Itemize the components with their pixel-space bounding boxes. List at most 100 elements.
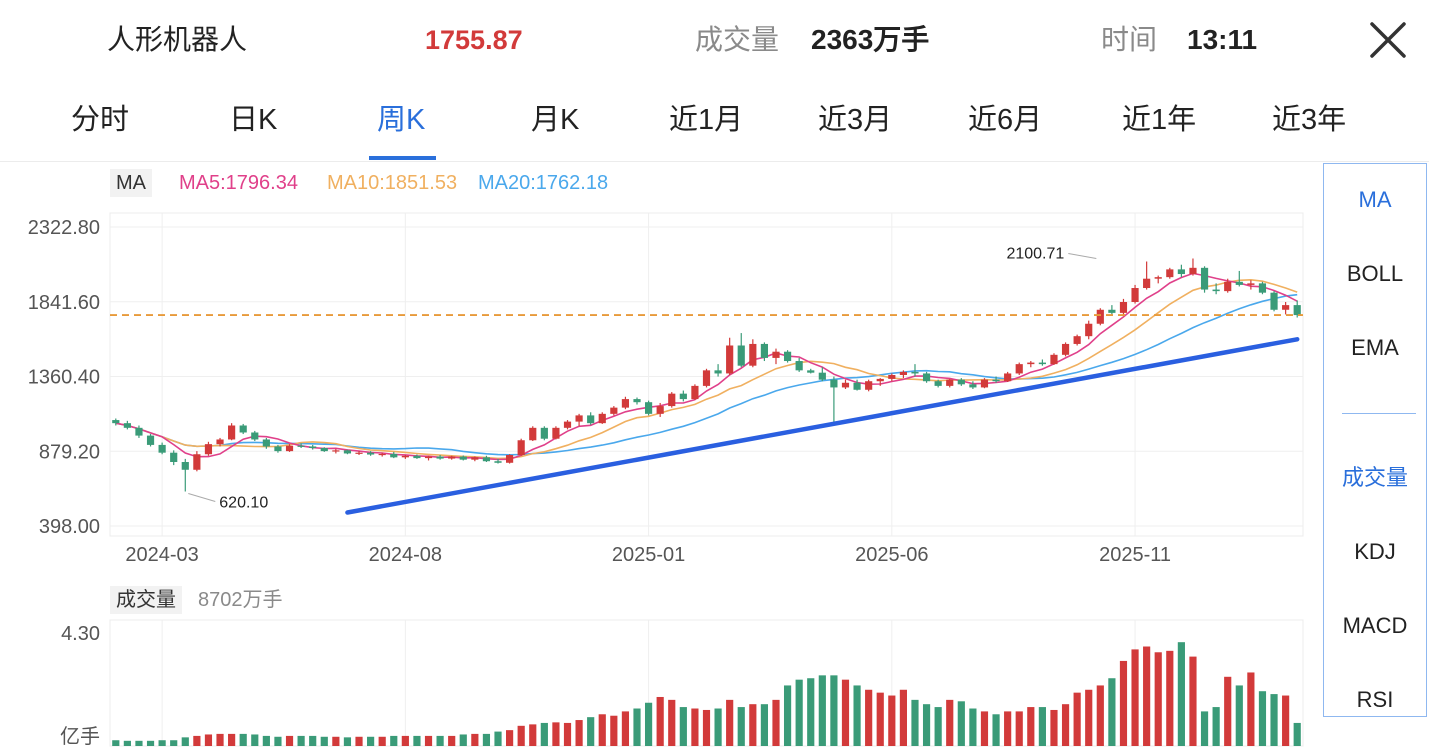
candle-body (1282, 305, 1290, 310)
volume-bar (1143, 646, 1151, 746)
indicator-boll[interactable]: BOLL (1346, 261, 1404, 286)
candle-body (969, 384, 977, 388)
time-value: 13:11 (1187, 24, 1258, 55)
indicator-volume[interactable]: 成交量 (1341, 465, 1408, 490)
tab-3-months[interactable]: 近3月 (818, 104, 893, 136)
candle-body (424, 456, 433, 459)
indicator-panel: MA BOLL EMA 成交量 KDJ MACD RSI (1323, 163, 1427, 717)
candle-body (1293, 305, 1301, 316)
indicator-ema[interactable]: EMA (1351, 335, 1399, 360)
tab-6-months[interactable]: 近6月 (968, 104, 1043, 136)
annotation-leader (188, 493, 216, 502)
candle-body (552, 427, 560, 439)
candle-body (1224, 281, 1232, 292)
indicator-macd[interactable]: MACD (1342, 613, 1408, 638)
tab-weekly-k[interactable]: 周K (377, 104, 426, 136)
volume-bar (239, 733, 247, 746)
ma-legend-label: MA (110, 169, 152, 197)
volume-bar (181, 737, 189, 746)
candle-body (691, 385, 699, 400)
annotation-leader (1068, 253, 1097, 259)
volume-bar (679, 707, 687, 746)
candle-body (1027, 362, 1035, 365)
tab-1-month[interactable]: 近1月 (669, 104, 744, 136)
volume-bar (1073, 692, 1081, 746)
volume-y-tick: 4.30 (61, 623, 100, 645)
trend-line (345, 337, 1300, 515)
tab-monthly-k[interactable]: 月K (531, 104, 580, 136)
indicator-separator (1342, 413, 1416, 414)
tab-1-year[interactable]: 近1年 (1122, 104, 1197, 136)
volume-bar (482, 733, 491, 746)
volume-bar (517, 725, 525, 746)
candle-body (135, 427, 143, 436)
volume-bar (1270, 694, 1278, 746)
indicator-rsi[interactable]: RSI (1356, 687, 1394, 712)
volume-bar (320, 736, 328, 746)
candle-body (888, 375, 896, 379)
volume-legend-label: 成交量 (110, 586, 182, 614)
volume-bar (459, 734, 467, 746)
indicator-ma[interactable]: MA (1358, 187, 1392, 212)
annotation-high: 2100.71 (1006, 245, 1064, 262)
volume-bar (795, 679, 803, 746)
candle-body (1270, 292, 1278, 310)
tab-3-years[interactable]: 近3年 (1272, 104, 1347, 136)
candle-body (980, 379, 989, 388)
indicator-kdj[interactable]: KDJ (1354, 539, 1396, 564)
ma20-line (115, 293, 1298, 456)
y-tick-label: 1841.60 (28, 292, 100, 314)
candle-body (1015, 364, 1023, 374)
x-tick-label: 2025-11 (1099, 544, 1171, 566)
volume-bar (251, 734, 259, 746)
volume-bar (1258, 691, 1267, 746)
candle-body (830, 379, 838, 388)
volume-bar (355, 736, 363, 746)
volume-bar (1189, 656, 1197, 746)
candle-body (228, 425, 236, 440)
candle-body (181, 461, 189, 470)
volume-bar (494, 731, 502, 746)
volume-bar (471, 733, 479, 746)
tab-fenshi[interactable]: 分时 (71, 104, 130, 136)
volume-bar (146, 740, 155, 746)
volume-bar (714, 708, 722, 746)
candle-body (1189, 267, 1197, 275)
volume-bar (158, 740, 166, 746)
volume-bar (783, 685, 792, 746)
volume-bar (1212, 707, 1220, 746)
volume-bar (448, 735, 456, 746)
candle-body (459, 456, 467, 460)
volume-bar (865, 689, 873, 746)
volume-bar (1015, 711, 1023, 746)
candle-body (841, 382, 850, 388)
volume-bar (413, 735, 421, 746)
volume-bar (1200, 711, 1209, 746)
index-name: 人形机器人 (107, 24, 248, 55)
candle-body (783, 351, 792, 362)
header-bar: 人形机器人 1755.87 成交量 2363万手 时间 13:11 (0, 0, 1429, 80)
volume-bar (540, 722, 548, 746)
candle-body (367, 452, 375, 455)
candle-body (1212, 289, 1220, 292)
volume-label: 成交量 (695, 24, 780, 55)
candle-body (1177, 269, 1185, 275)
candle-body (899, 371, 907, 376)
candle-body (482, 457, 491, 462)
candle-body (343, 450, 352, 454)
current-price: 1755.87 (425, 25, 523, 55)
candle-body (158, 444, 166, 453)
candle-body (737, 345, 745, 366)
volume-bar (656, 696, 664, 746)
volume-bar (726, 699, 734, 746)
close-icon[interactable] (1368, 20, 1408, 60)
volume-bar (552, 722, 560, 746)
tab-daily-k[interactable]: 日K (229, 104, 278, 136)
volume-bar (1247, 672, 1255, 746)
candle-body (529, 427, 537, 441)
time-label: 时间 (1101, 24, 1158, 55)
candle-body (598, 413, 606, 424)
volume-bar (378, 736, 386, 746)
candle-body (1131, 288, 1139, 302)
candle-body (274, 446, 282, 452)
